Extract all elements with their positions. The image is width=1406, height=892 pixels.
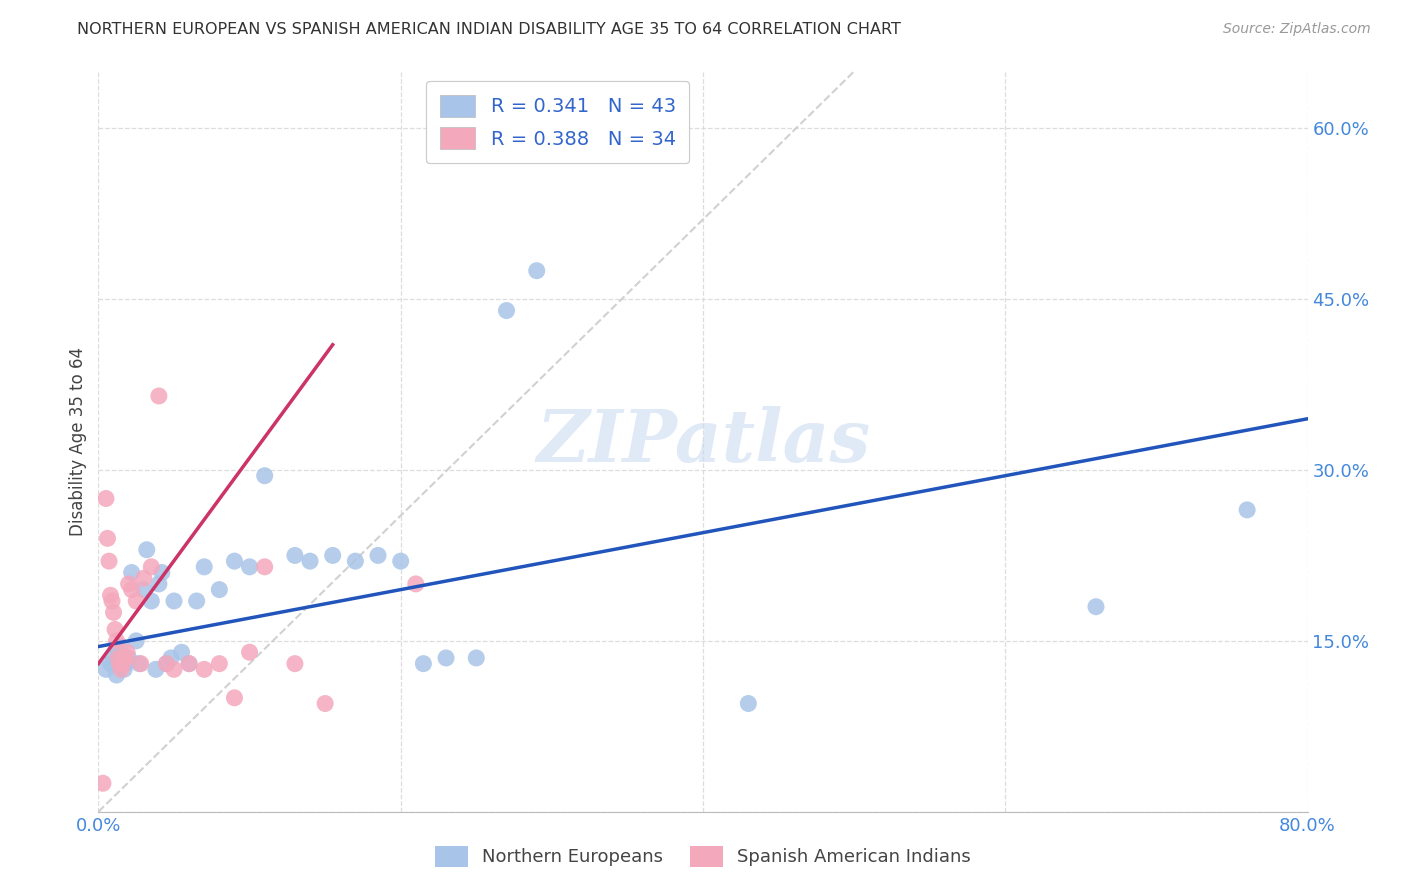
Point xyxy=(208,582,231,597)
Point xyxy=(224,690,246,705)
Point xyxy=(150,566,173,580)
Point xyxy=(163,662,186,676)
Point xyxy=(108,657,131,671)
Point xyxy=(526,263,548,277)
Point xyxy=(132,571,155,585)
Point xyxy=(495,303,517,318)
Point xyxy=(112,662,135,676)
Point xyxy=(193,559,215,574)
Point xyxy=(103,651,125,665)
Point xyxy=(110,640,132,654)
Point xyxy=(125,633,148,648)
Point xyxy=(114,657,136,671)
Point xyxy=(299,554,322,568)
Point xyxy=(121,582,143,597)
Point xyxy=(1085,599,1108,614)
Point xyxy=(405,577,427,591)
Point xyxy=(148,389,170,403)
Point xyxy=(110,662,132,676)
Point xyxy=(105,633,128,648)
Point xyxy=(141,594,163,608)
Point xyxy=(104,623,127,637)
Point xyxy=(389,554,412,568)
Point xyxy=(112,651,135,665)
Point xyxy=(239,645,262,659)
Point xyxy=(118,651,141,665)
Point xyxy=(224,554,246,568)
Point xyxy=(94,662,117,676)
Point xyxy=(94,491,117,506)
Point xyxy=(155,657,177,671)
Legend: Northern Europeans, Spanish American Indians: Northern Europeans, Spanish American Ind… xyxy=(427,838,979,874)
Point xyxy=(125,594,148,608)
Point xyxy=(284,657,307,671)
Text: NORTHERN EUROPEAN VS SPANISH AMERICAN INDIAN DISABILITY AGE 35 TO 64 CORRELATION: NORTHERN EUROPEAN VS SPANISH AMERICAN IN… xyxy=(77,22,901,37)
Point xyxy=(284,549,307,563)
Point xyxy=(114,651,136,665)
Point xyxy=(105,668,128,682)
Point xyxy=(98,554,121,568)
Point xyxy=(322,549,344,563)
Point xyxy=(91,776,114,790)
Point xyxy=(314,697,336,711)
Point xyxy=(163,594,186,608)
Legend: R = 0.341   N = 43, R = 0.388   N = 34: R = 0.341 N = 43, R = 0.388 N = 34 xyxy=(426,81,689,163)
Point xyxy=(145,662,167,676)
Point xyxy=(737,697,759,711)
Point xyxy=(434,651,457,665)
Point xyxy=(103,606,125,620)
Point xyxy=(367,549,389,563)
Y-axis label: Disability Age 35 to 64: Disability Age 35 to 64 xyxy=(69,347,87,536)
Point xyxy=(107,645,129,659)
Point xyxy=(132,582,155,597)
Point xyxy=(253,468,276,483)
Point xyxy=(135,542,157,557)
Point xyxy=(208,657,231,671)
Point xyxy=(170,645,193,659)
Point xyxy=(129,657,152,671)
Point xyxy=(107,651,129,665)
Point xyxy=(160,651,183,665)
Point xyxy=(412,657,434,671)
Point xyxy=(148,577,170,591)
Point xyxy=(253,559,276,574)
Point xyxy=(96,532,118,546)
Point xyxy=(128,657,150,671)
Point xyxy=(155,657,177,671)
Point xyxy=(193,662,215,676)
Point xyxy=(100,657,122,671)
Point xyxy=(239,559,262,574)
Point xyxy=(100,588,122,602)
Point xyxy=(186,594,208,608)
Point xyxy=(344,554,367,568)
Point xyxy=(121,566,143,580)
Point xyxy=(101,594,124,608)
Text: Source: ZipAtlas.com: Source: ZipAtlas.com xyxy=(1223,22,1371,37)
Point xyxy=(1236,503,1258,517)
Point xyxy=(115,645,138,659)
Point xyxy=(179,657,201,671)
Point xyxy=(141,559,163,574)
Point xyxy=(465,651,488,665)
Point xyxy=(179,657,201,671)
Point xyxy=(111,657,134,671)
Text: ZIPatlas: ZIPatlas xyxy=(536,406,870,477)
Point xyxy=(118,577,141,591)
